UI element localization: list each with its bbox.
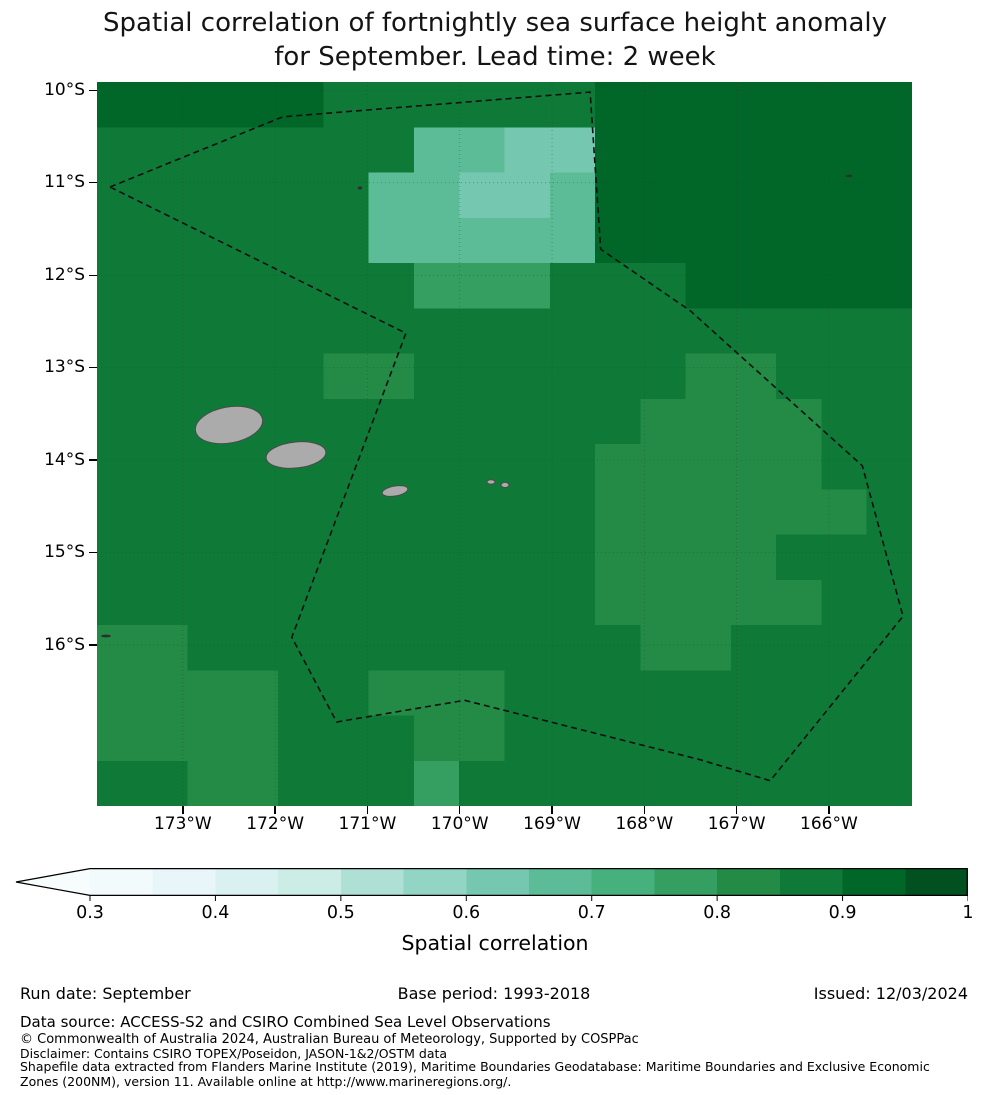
metadata-row: Run date: September Base period: 1993-20…	[20, 984, 968, 1006]
colorbar-tick-label: 0.7	[577, 903, 606, 923]
disclaimer: Disclaimer: Contains CSIRO TOPEX/Poseido…	[20, 1046, 448, 1061]
island-ofu-olosega	[486, 479, 496, 485]
lon-tick-label: 166°W	[800, 814, 858, 834]
base-period: Base period: 1993-2018	[397, 984, 591, 1003]
axis-tick	[89, 89, 97, 91]
title-line-1: Spatial correlation of fortnightly sea s…	[103, 8, 887, 38]
island-savaii	[194, 405, 264, 445]
colorbar	[15, 868, 969, 902]
colorbar-tick-label: 0.4	[201, 903, 230, 923]
colorbar-label: Spatial correlation	[401, 931, 589, 955]
axis-tick	[366, 806, 369, 814]
axis-tick	[89, 182, 97, 184]
colorbar-tick-label: 0.8	[703, 903, 732, 923]
lon-tick-label: 171°W	[338, 814, 397, 834]
colorbar-tick-label: 0.5	[326, 903, 355, 923]
axis-tick	[89, 367, 97, 369]
island-islet-west	[101, 634, 111, 638]
island-tau	[500, 481, 510, 489]
lon-tick-label: 172°W	[246, 814, 305, 834]
correlation-heatmap	[97, 82, 912, 806]
lat-tick-label: 11°S	[44, 172, 85, 193]
title-line-2: for September. Lead time: 2 week	[274, 42, 716, 72]
axis-tick	[89, 274, 97, 276]
lon-tick-label: 169°W	[523, 814, 581, 834]
axis-tick	[274, 806, 276, 814]
lat-tick-label: 14°S	[44, 449, 85, 470]
island-islet-northeast	[845, 174, 853, 178]
lon-tick-label: 173°W	[153, 814, 212, 834]
colorbar-tick-label: 0.9	[828, 903, 857, 923]
axis-tick	[643, 806, 646, 814]
issued-date: Issued: 12/03/2024	[813, 984, 968, 1003]
lat-tick-label: 16°S	[44, 634, 85, 655]
island-tutuila	[381, 485, 409, 497]
copyright: © Commonwealth of Australia 2024, Austra…	[20, 1032, 639, 1047]
figure-title: Spatial correlation of fortnightly sea s…	[0, 6, 990, 74]
lat-tick-label: 10°S	[44, 79, 85, 100]
island-upolu	[265, 441, 327, 469]
lon-tick-label: 167°W	[707, 814, 766, 834]
lat-tick-label: 12°S	[44, 264, 85, 285]
lat-tick-label: 13°S	[44, 357, 85, 378]
colorbar-tick-label: 0.3	[76, 903, 104, 923]
colorbar-tick-label: 0.6	[452, 903, 481, 923]
lon-tick-label: 170°W	[430, 814, 489, 834]
shapefile-attribution: Shapefile data extracted from Flanders M…	[20, 1059, 930, 1089]
run-date: Run date: September	[20, 984, 191, 1003]
axis-tick	[89, 644, 97, 646]
axis-tick	[459, 806, 461, 814]
colorbar-under-arrow	[16, 868, 90, 896]
island-swains	[357, 186, 363, 190]
eez-boundary	[109, 91, 904, 782]
map-panel	[97, 82, 912, 806]
axis-tick	[89, 551, 97, 554]
colorbar-tick-label: 1	[962, 903, 974, 923]
lon-tick-label: 168°W	[615, 814, 674, 834]
axis-tick	[828, 806, 830, 814]
axis-tick	[551, 806, 553, 814]
data-source: Data source: ACCESS-S2 and CSIRO Combine…	[20, 1013, 551, 1031]
axis-tick	[735, 806, 738, 814]
axis-tick	[182, 806, 184, 814]
lat-tick-label: 15°S	[44, 542, 85, 563]
axis-tick	[89, 459, 97, 461]
colorbar-gradient	[15, 868, 969, 901]
